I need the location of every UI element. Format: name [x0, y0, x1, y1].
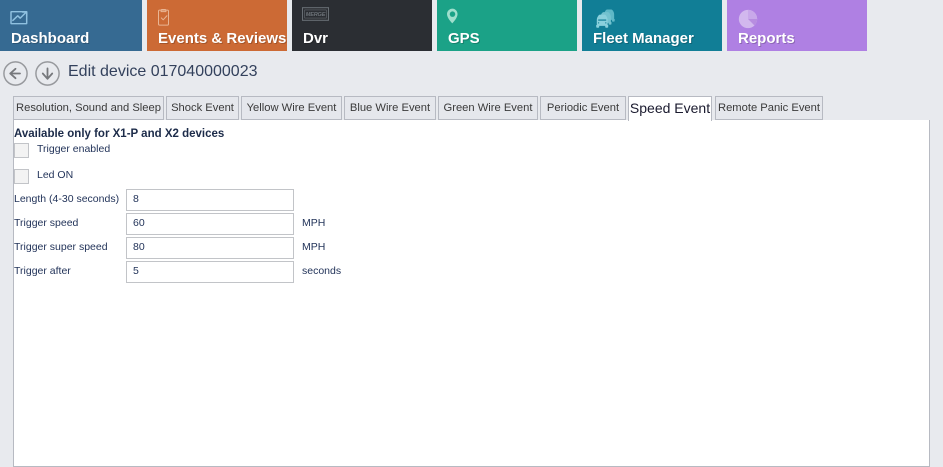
svg-text:MERGE: MERGE — [306, 12, 326, 18]
